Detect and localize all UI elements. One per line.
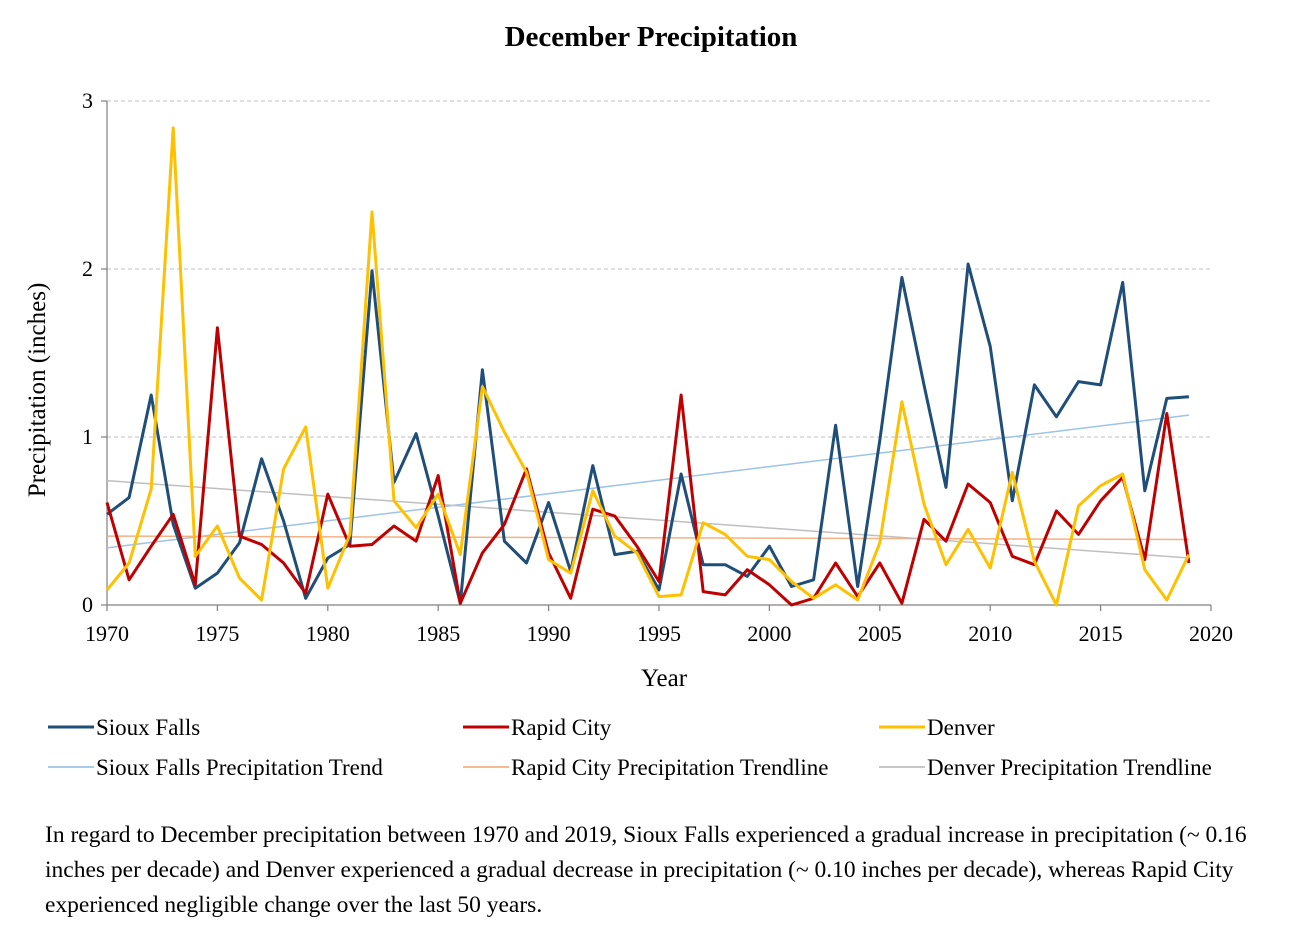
y-tick-label: 1 bbox=[82, 424, 93, 449]
x-axis-label: Year bbox=[641, 665, 688, 692]
x-tick-label: 1990 bbox=[527, 621, 571, 646]
legend-item: Denver Precipitation Trendline bbox=[879, 755, 1212, 780]
legend-label: Rapid City bbox=[511, 715, 612, 740]
legend-label: Rapid City Precipitation Trendline bbox=[511, 755, 829, 780]
x-tick-label: 2020 bbox=[1189, 621, 1233, 646]
legend-label: Denver bbox=[927, 715, 995, 740]
legend-item: Sioux Falls bbox=[48, 715, 200, 740]
y-tick-label: 3 bbox=[82, 88, 93, 113]
x-tick-label: 1985 bbox=[416, 621, 460, 646]
legend-item: Sioux Falls Precipitation Trend bbox=[48, 755, 383, 780]
y-axis-label: Precipitation (inches) bbox=[24, 283, 51, 498]
legend-label: Denver Precipitation Trendline bbox=[927, 755, 1212, 780]
x-tick-label: 1980 bbox=[306, 621, 350, 646]
grid-lines bbox=[107, 100, 1211, 438]
sioux-falls-precipitation-trend-line bbox=[106, 414, 1190, 549]
x-tick-label: 1970 bbox=[85, 621, 129, 646]
y-tick-label: 2 bbox=[82, 256, 93, 281]
data-series bbox=[105, 126, 1191, 607]
legend-label: Sioux Falls bbox=[96, 715, 200, 740]
axes: 0 1 2 3 1970 1975 1980 1985 1990 1995 2000 2005 2010… bbox=[82, 88, 1233, 646]
legend-item: Denver bbox=[879, 715, 995, 740]
chart-caption: In regard to December precipitation betw… bbox=[45, 822, 1247, 918]
legend-item: Rapid City Precipitation Trendline bbox=[463, 755, 829, 780]
rapid-city-precipitation-trendline-line bbox=[106, 535, 1189, 541]
chart-canvas: December Precipitation 0 1 2 3 1970 1975 1980 1… bbox=[24, 21, 1233, 780]
x-tick-label: 1975 bbox=[195, 621, 239, 646]
denver-series-line bbox=[105, 126, 1191, 607]
legend: Sioux Falls Rapid City Denver Sioux Falls P… bbox=[48, 715, 1212, 780]
x-tick-label: 2005 bbox=[858, 621, 902, 646]
legend-item: Rapid City bbox=[463, 715, 612, 740]
legend-label: Sioux Falls Precipitation Trend bbox=[96, 755, 383, 780]
x-tick-label: 1995 bbox=[637, 621, 681, 646]
chart-title: December Precipitation bbox=[505, 21, 798, 53]
x-tick-label: 2015 bbox=[1079, 621, 1123, 646]
y-tick-label: 0 bbox=[82, 592, 93, 617]
x-tick-label: 2010 bbox=[968, 621, 1012, 646]
x-tick-label: 2000 bbox=[747, 621, 791, 646]
rapid-city-series-line bbox=[105, 326, 1191, 607]
sioux-falls-series-line bbox=[106, 262, 1190, 605]
